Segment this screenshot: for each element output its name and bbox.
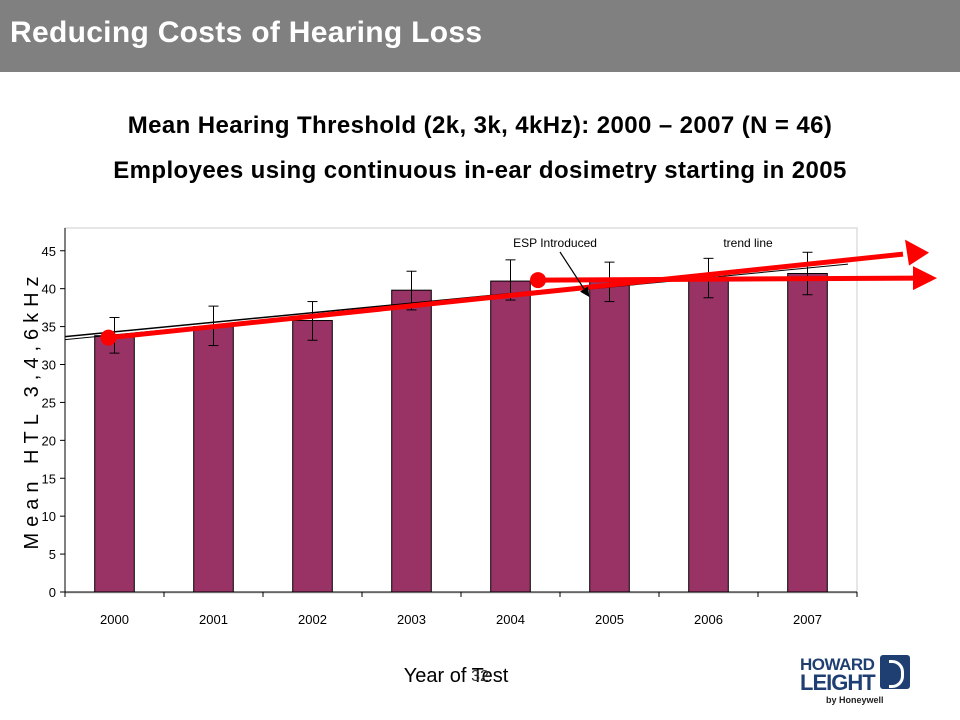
annotation-esp-pointer [559,251,590,298]
y-tick-label-0: 0 [49,585,56,600]
y-tick-label-35: 35 [42,320,56,335]
bar-2007 [787,273,828,593]
howard-leight-logo: HOWARD LEIGHT by Honeywell [800,655,915,710]
x-axis-label: Year of Test [404,665,509,687]
page-number: 32 [471,668,489,685]
red-start-marker [100,329,117,346]
y-tick-label-10: 10 [42,509,56,524]
red-flat-arrowhead [913,266,937,291]
red-esp-marker [530,272,546,289]
y-tick-label-40: 40 [42,282,56,297]
bar-2001 [193,326,234,593]
y-tick-label-45: 45 [42,244,56,259]
x-tick-label-2004: 2004 [496,612,525,627]
red-flat-arrow [537,275,916,283]
red-trend-arrow [108,251,904,341]
red-trend-arrowhead [905,239,929,266]
logo-text-howard: HOWARD [800,655,875,674]
bar-2004 [490,280,531,593]
page-title: Reducing Costs of Hearing Loss [10,16,483,49]
logo-text-leight: LEIGHT [800,670,876,695]
x-tick-label-2002: 2002 [298,612,327,627]
x-tick-label-2007: 2007 [793,612,822,627]
plot-area [64,227,858,594]
bar-2003 [391,289,432,593]
x-tick-label-2000: 2000 [100,612,129,627]
bar-2000 [94,335,135,593]
y-tick-label-20: 20 [42,433,56,448]
logo-ear-icon [880,655,910,689]
x-tick-label-2001: 2001 [199,612,228,627]
y-tick-label-15: 15 [42,471,56,486]
header-bar: Reducing Costs of Hearing Loss [0,0,960,72]
bar-2006 [688,278,729,593]
annotation-esp-introduced: ESP Introduced [513,236,597,250]
y-tick-label-30: 30 [42,358,56,373]
logo-text-honeywell: by Honeywell [826,695,884,705]
y-axis-label: Mean HTL 3,4,6kHz [21,270,43,549]
annotation-trend-line: trend line [723,236,773,250]
y-tick-label-25: 25 [42,395,56,410]
bar-2005 [589,280,630,593]
x-tick-label-2006: 2006 [694,612,723,627]
chart-subtitle-2: Employees using continuous in-ear dosime… [113,157,847,184]
bar-2002 [292,320,333,593]
x-tick-label-2003: 2003 [397,612,426,627]
y-tick-label-5: 5 [49,547,56,562]
x-tick-label-2005: 2005 [595,612,624,627]
chart-subtitle-1: Mean Hearing Threshold (2k, 3k, 4kHz): 2… [127,112,833,139]
